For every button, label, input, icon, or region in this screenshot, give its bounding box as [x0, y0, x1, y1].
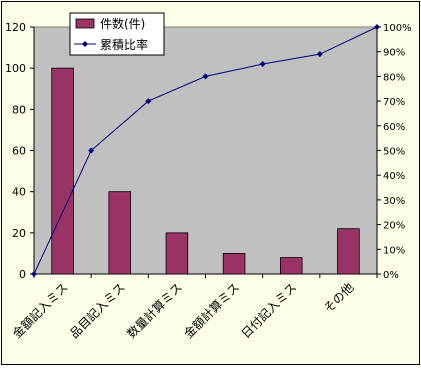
legend-bar-label: 件数(件): [100, 16, 145, 31]
right-tick-label: 0%: [383, 270, 399, 281]
right-tick-label: 60%: [383, 122, 405, 133]
left-tick-label: 20: [12, 227, 26, 240]
left-tick-label: 100: [5, 62, 26, 75]
plot-area: [33, 26, 378, 275]
bar: [222, 253, 246, 275]
bar: [51, 67, 74, 275]
right-tick-label: 10%: [383, 245, 405, 256]
right-tick-label: 80%: [383, 72, 405, 83]
legend-bar-swatch: [75, 18, 95, 29]
left-tick-label: 80: [12, 103, 26, 116]
right-tick-label: 30%: [383, 196, 405, 207]
left-tick-label: 120: [5, 21, 26, 34]
line-point: [374, 24, 380, 30]
bar: [279, 257, 303, 275]
line-point: [88, 147, 95, 154]
line-point: [316, 51, 323, 58]
line-point: [259, 61, 266, 68]
left-tick-label: 60: [12, 145, 26, 158]
bar: [108, 191, 132, 275]
left-tick-label: 40: [12, 186, 26, 199]
line-point: [202, 73, 209, 80]
line-point: [31, 271, 37, 277]
right-tick-label: 70%: [383, 97, 405, 108]
right-tick-label: 50%: [383, 147, 405, 158]
line-point: [145, 98, 152, 105]
bar: [337, 228, 360, 275]
right-tick-label: 100%: [383, 23, 412, 34]
right-tick-label: 40%: [383, 171, 405, 182]
right-tick-label: 20%: [383, 221, 405, 232]
legend-line-marker: [82, 41, 88, 47]
legend-line-label: 累積比率: [100, 37, 148, 52]
right-tick-label: 90%: [383, 48, 405, 59]
left-tick-label: 0: [19, 268, 26, 281]
bar: [165, 232, 189, 275]
chart-border: [1, 1, 420, 365]
